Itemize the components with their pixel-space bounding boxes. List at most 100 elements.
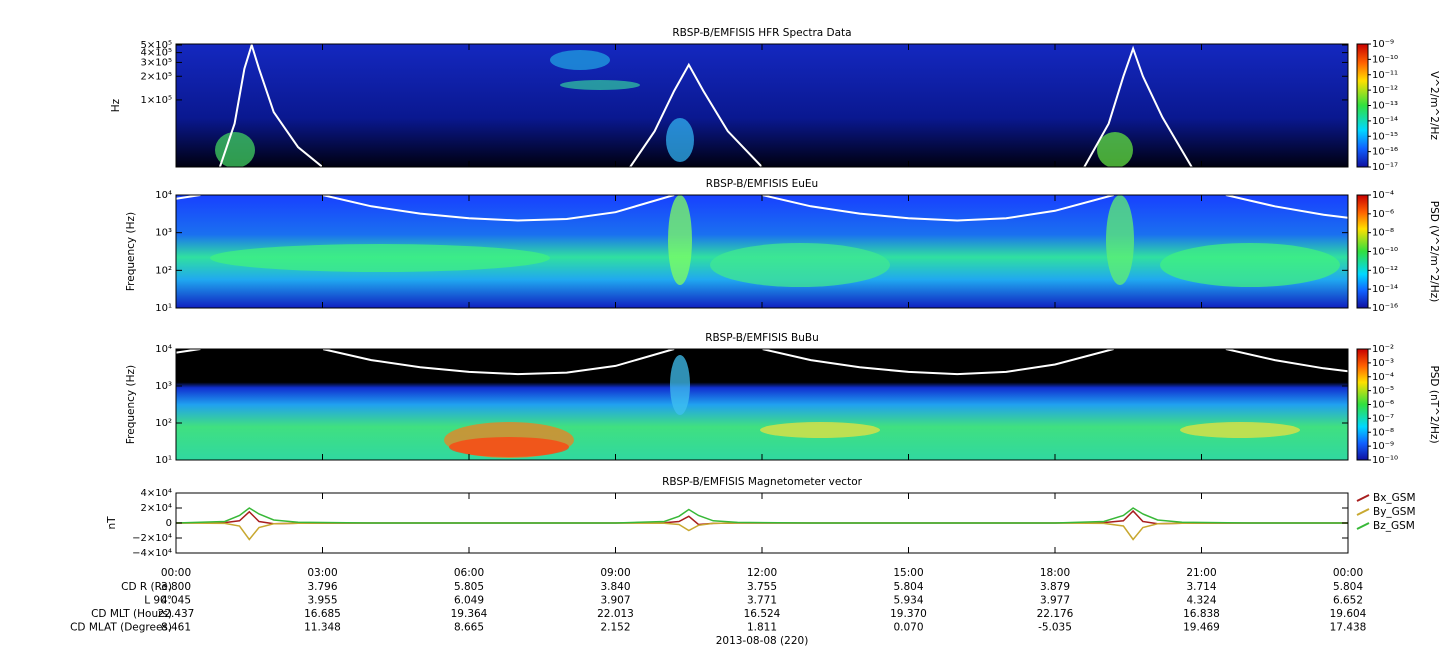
legend-swatch: [1356, 494, 1370, 502]
y-tick-label: 10⁴: [155, 344, 172, 355]
spectrogram-feature: [560, 80, 640, 90]
colorbar-tick-label: 10⁻¹⁶: [1372, 147, 1398, 158]
legend-label: By_GSM: [1373, 506, 1416, 518]
spectrogram-feature: [760, 422, 880, 438]
ephemeris-value: 19.604: [1330, 608, 1367, 620]
y-tick-label: 4×10⁴: [141, 488, 172, 499]
y-tick-label: 10¹: [155, 303, 172, 314]
colorbar: [1356, 348, 1369, 461]
x-tick-label: 12:00: [747, 567, 777, 579]
legend-swatch: [1356, 508, 1370, 516]
colorbar-tick-label: 10⁻³: [1372, 358, 1394, 369]
ephemeris-value: 1.811: [747, 622, 777, 634]
x-tick-label: 00:00: [161, 567, 191, 579]
x-tick-label: 15:00: [893, 567, 923, 579]
colorbar-tick-label: 10⁻¹³: [1372, 101, 1398, 112]
colorbar-tick-label: 10⁻¹⁰: [1372, 54, 1398, 65]
ephemeris-value: 3.796: [307, 581, 337, 593]
colorbar-tick-label: 10⁻¹⁵: [1372, 131, 1398, 142]
legend-swatch: [1356, 522, 1370, 530]
ephemeris-value: 19.469: [1183, 622, 1220, 634]
y-tick-label: 5×10⁵: [141, 40, 172, 51]
y-axis-label: Frequency (Hz): [125, 365, 137, 444]
ephemeris-value: 19.370: [890, 608, 927, 620]
panel-title: RBSP-B/EMFISIS EuEu: [706, 178, 818, 190]
spectrogram-feature: [1097, 132, 1133, 167]
colorbar-tick-label: 10⁻¹²: [1372, 265, 1398, 276]
x-tick-label: 21:00: [1186, 567, 1216, 579]
x-tick-label: 03:00: [307, 567, 337, 579]
ephemeris-label: CD MLAT (Degrees): [70, 622, 172, 634]
plot-area: [176, 44, 1348, 167]
ephemeris-value: 3.907: [600, 595, 630, 607]
y-tick-label: 3×10⁵: [141, 57, 172, 68]
ephemeris-value: 22.437: [158, 608, 195, 620]
plot-area: [176, 195, 1348, 308]
colorbar: [1356, 194, 1369, 309]
ephemeris-value: 2.152: [600, 622, 630, 634]
spectrogram-feature: [449, 437, 569, 457]
spectrogram-feature: [668, 195, 692, 285]
colorbar-tick-label: 10⁻¹⁴: [1372, 284, 1398, 295]
colorbar-tick-label: 10⁻¹⁰: [1372, 455, 1398, 466]
spectrogram-feature: [670, 355, 690, 415]
ephemeris-value: 19.364: [451, 608, 488, 620]
ephemeris-value: 6.652: [1333, 595, 1363, 607]
ephemeris-value: 5.805: [454, 581, 484, 593]
ephemeris-value: 17.438: [1330, 622, 1367, 634]
y-tick-label: −2×10⁴: [132, 533, 172, 544]
panel-title: RBSP-B/EMFISIS HFR Spectra Data: [672, 27, 851, 39]
y-tick-label: 2×10⁵: [141, 71, 172, 82]
cyclotron-curve: [218, 44, 1193, 167]
spectrogram-feature: [1106, 195, 1134, 285]
colorbar-tick-label: 10⁻¹²: [1372, 85, 1398, 96]
ephemeris-value: -5.035: [1038, 622, 1072, 634]
colorbar-tick-label: 10⁻⁹: [1372, 39, 1394, 50]
x-axis-label: 2013-08-08 (220): [716, 635, 809, 647]
ephemeris-value: 3.879: [1040, 581, 1070, 593]
y-tick-label: 4×10⁵: [141, 48, 172, 59]
ephemeris-value: 3.755: [747, 581, 777, 593]
ephemeris-value: 16.524: [744, 608, 781, 620]
spectrogram-feature: [550, 50, 610, 70]
colorbar-label: PSD (nT^2/Hz): [1428, 365, 1440, 443]
ephemeris-label: CD R (Re): [121, 581, 172, 593]
x-tick-label: 09:00: [600, 567, 630, 579]
y-tick-label: 0: [166, 518, 172, 529]
ephemeris-value: 3.800: [161, 581, 191, 593]
ephemeris-value: 5.934: [893, 595, 923, 607]
panel-title: RBSP-B/EMFISIS Magnetometer vector: [662, 476, 863, 488]
x-tick-label: 18:00: [1040, 567, 1070, 579]
colorbar-tick-label: 10⁻¹⁴: [1372, 116, 1398, 127]
colorbar-tick-label: 10⁻⁷: [1372, 413, 1394, 424]
ephemeris-value: 4.324: [1186, 595, 1216, 607]
spectrogram-feature: [1160, 243, 1340, 287]
colorbar-tick-label: 10⁻²: [1372, 344, 1394, 355]
series-line: [176, 522, 1348, 541]
y-axis-label: nT: [106, 516, 118, 530]
panel-title: RBSP-B/EMFISIS BuBu: [705, 332, 819, 344]
plot-area: [176, 349, 1348, 460]
colorbar-label: PSD (V^2/m^2/Hz): [1428, 201, 1440, 302]
y-tick-label: 10²: [155, 418, 172, 429]
spectrogram-feature: [710, 243, 890, 287]
ephemeris-value: 22.013: [597, 608, 634, 620]
colorbar-label: V^2/m^2/Hz: [1428, 71, 1440, 140]
ephemeris-value: 0.070: [893, 622, 923, 634]
cyclotron-curve: [176, 195, 1348, 222]
ephemeris-value: 4.045: [161, 595, 191, 607]
spectrogram-feature: [215, 132, 255, 167]
spectrogram-feature: [210, 244, 550, 272]
spectrogram-feature: [1180, 422, 1300, 438]
colorbar-tick-label: 10⁻⁴: [1372, 372, 1394, 383]
colorbar-tick-label: 10⁻¹⁷: [1372, 162, 1398, 173]
y-tick-label: 10³: [155, 228, 172, 239]
colorbar-tick-label: 10⁻⁵: [1372, 386, 1394, 397]
colorbar-tick-label: 10⁻¹⁶: [1372, 303, 1398, 314]
series-line: [176, 509, 1348, 526]
y-axis-label: Hz: [110, 98, 122, 112]
ephemeris-label: CD MLT (Hours): [91, 608, 172, 620]
ephemeris-value: 8.461: [161, 622, 191, 634]
ephemeris-value: 6.049: [454, 595, 484, 607]
